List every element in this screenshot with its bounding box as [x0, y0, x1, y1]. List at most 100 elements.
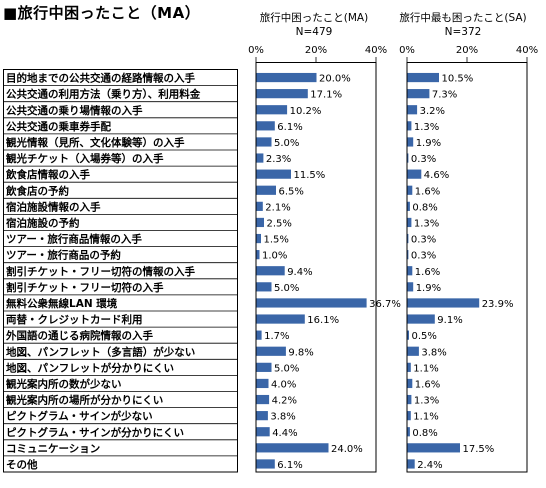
- category-label: ツアー・旅行商品の予約: [6, 249, 121, 262]
- bar-value-label: 5.0%: [274, 363, 299, 374]
- category-label: 観光案内所の場所が分かりにくい: [6, 394, 163, 407]
- bar-value-label: 5.0%: [274, 283, 299, 294]
- bar-value-label: 9.8%: [288, 347, 313, 358]
- bar-value-label: 1.9%: [416, 138, 441, 149]
- category-label: 目的地までの公共交通の経路情報の入手: [6, 72, 195, 85]
- bar-value-label: 11.5%: [294, 170, 326, 181]
- category-label: 飲食店情報の入手: [5, 168, 90, 181]
- bar: [407, 153, 409, 163]
- bar-value-label: 6.5%: [279, 186, 304, 197]
- bar: [256, 443, 329, 453]
- bar-value-label: 24.0%: [331, 444, 363, 455]
- x-tick-label: 40%: [516, 45, 538, 56]
- bar-value-label: 4.4%: [272, 428, 297, 439]
- bar: [256, 394, 270, 405]
- bar-value-label: 1.6%: [415, 379, 440, 390]
- bar-value-label: 3.8%: [421, 347, 446, 358]
- bar: [407, 427, 410, 437]
- bar: [407, 394, 412, 405]
- bar: [407, 282, 414, 292]
- bar-value-label: 2.1%: [265, 202, 290, 213]
- bar-value-label: 2.5%: [267, 218, 292, 229]
- bar: [256, 378, 269, 389]
- bar: [256, 137, 272, 147]
- series-name: 旅行中困ったこと(MA): [260, 11, 368, 24]
- series-n-label: N=372: [445, 26, 482, 38]
- category-label: ピクトグラム・サインが少ない: [6, 410, 153, 423]
- category-table-border: [3, 69, 238, 473]
- category-label: 観光チケット（入場券等）の入手: [6, 152, 164, 165]
- bar-value-label: 0.8%: [412, 428, 437, 439]
- bar-value-label: 9.4%: [287, 267, 312, 278]
- series-name: 旅行中最も困ったこと(SA): [399, 11, 526, 24]
- category-label: その他: [6, 458, 38, 471]
- bar: [256, 72, 317, 83]
- category-label: コミュニケーション: [6, 443, 100, 455]
- bar: [407, 250, 409, 260]
- x-tick-label: 20%: [456, 45, 478, 56]
- bar: [407, 443, 460, 453]
- category-label: 公共交通の乗車券手配: [6, 120, 111, 133]
- bar-value-label: 1.1%: [413, 412, 438, 423]
- category-label: 飲食店の予約: [5, 184, 69, 197]
- bar: [256, 314, 305, 324]
- bar: [407, 233, 409, 244]
- bar-value-label: 4.0%: [271, 379, 296, 390]
- bar: [256, 411, 268, 421]
- bar: [407, 362, 411, 372]
- bar: [256, 362, 272, 372]
- bar: [256, 201, 263, 211]
- bar: [407, 266, 413, 276]
- bar: [256, 346, 286, 356]
- bar-value-label: 4.2%: [272, 396, 297, 407]
- bar: [256, 217, 264, 228]
- bar: [256, 105, 288, 115]
- bar-value-label: 20.0%: [319, 74, 351, 85]
- bar: [407, 72, 439, 83]
- bar-value-label: 23.9%: [482, 299, 514, 310]
- bar: [407, 105, 418, 115]
- category-label: 両替・クレジットカード利用: [6, 313, 143, 326]
- bar: [407, 346, 419, 356]
- bar: [256, 89, 308, 99]
- bar-value-label: 3.2%: [420, 106, 445, 117]
- category-label: 割引チケット・フリー切符の情報の入手: [6, 265, 195, 278]
- x-tick-label: 0%: [248, 45, 264, 56]
- bar: [256, 185, 276, 195]
- bar-value-label: 2.3%: [266, 154, 291, 165]
- bar: [256, 330, 262, 340]
- bar-value-label: 1.3%: [414, 396, 439, 407]
- bar-value-label: 1.6%: [415, 186, 440, 197]
- bar-value-label: 0.5%: [412, 331, 437, 342]
- category-label: 公共交通の利用方法（乗り方）、利用料金: [6, 88, 201, 101]
- category-label: 公共交通の乗り場情報の入手: [6, 104, 143, 117]
- bar: [256, 282, 272, 292]
- bar-value-label: 36.7%: [369, 299, 401, 310]
- category-label: ピクトグラム・サインが分かりにくい: [6, 426, 184, 439]
- category-label: 観光案内所の数が少ない: [6, 377, 122, 390]
- bar-value-label: 0.3%: [411, 235, 436, 246]
- category-label: ツアー・旅行商品情報の入手: [6, 233, 142, 246]
- category-label: 地図、パンフレット（多言語）が少ない: [6, 345, 195, 358]
- chart-title: ■旅行中困ったこと（MA）: [3, 4, 201, 22]
- bar: [407, 185, 413, 195]
- bar-value-label: 7.3%: [432, 90, 457, 101]
- bar-value-label: 1.7%: [264, 331, 289, 342]
- x-tick-label: 40%: [365, 45, 387, 56]
- category-label: 外国語の通じる病院情報の入手: [5, 329, 153, 342]
- bar-value-label: 1.3%: [414, 122, 439, 133]
- bar-value-label: 16.1%: [307, 315, 339, 326]
- bar-value-label: 10.5%: [442, 74, 474, 85]
- bar-value-label: 1.3%: [414, 218, 439, 229]
- bar-value-label: 1.6%: [415, 267, 440, 278]
- bar-value-label: 6.1%: [277, 122, 302, 133]
- bar: [256, 169, 291, 179]
- bar: [407, 169, 422, 179]
- plot-frame: [255, 62, 377, 473]
- bar-value-label: 6.1%: [277, 460, 302, 471]
- bar: [407, 137, 414, 147]
- bar-value-label: 0.3%: [411, 251, 436, 262]
- bar: [256, 153, 264, 163]
- series-n-label: N=479: [296, 26, 333, 38]
